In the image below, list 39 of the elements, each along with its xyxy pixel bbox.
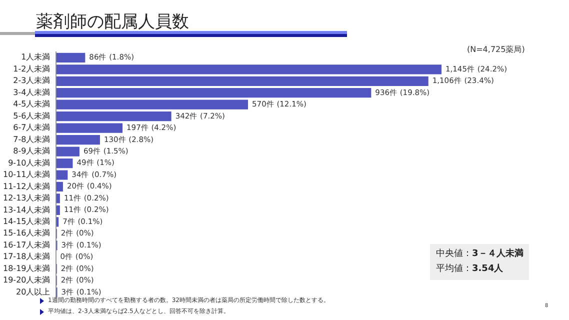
y-tick-label: 19-20人未満 [2, 276, 50, 285]
bar [56, 123, 123, 133]
bar [56, 88, 372, 98]
y-tick-label: 18-19人未満 [2, 264, 50, 273]
y-tick-label: 15-16人未満 [2, 228, 50, 238]
bar [56, 194, 60, 204]
y-tick-label: 10-11人未満 [2, 170, 50, 180]
bar [56, 100, 248, 110]
y-tick-label: 16-17人未満 [2, 240, 50, 250]
bar [56, 170, 68, 180]
y-tick-label: 11-12人未満 [2, 182, 50, 191]
y-tick-label: 1-2人未満 [13, 64, 50, 74]
bar [56, 146, 80, 156]
y-tick-label: 3-4人未満 [13, 88, 50, 97]
y-tick-label: 13-14人未満 [2, 205, 50, 214]
y-tick-label: 6-7人未満 [13, 123, 50, 132]
bar [56, 182, 63, 192]
annotation: 中央値：3－４人未満 [436, 249, 524, 259]
y-tick-label: 14-15人未満 [2, 217, 50, 226]
y-tick-label: 12-13人未満 [2, 194, 50, 203]
y-tick-label: 20人以上 [16, 287, 50, 296]
y-tick-label: 8-9人未満 [13, 146, 50, 156]
bar [56, 158, 73, 168]
bar [56, 52, 86, 62]
chart-title: 薬剤師の配属人員数 [36, 11, 189, 33]
annotation: 平均値：3.54人 [436, 264, 504, 274]
bar [56, 76, 428, 86]
bar [56, 134, 100, 145]
y-tick-label: 2-3人未満 [13, 76, 50, 86]
y-tick-label: 1人未満 [21, 52, 50, 62]
y-tick-label: 9-10人未満 [8, 158, 50, 168]
y-tick-label: 7-8人未満 [13, 134, 50, 144]
text: (N=4,725薬局) [467, 44, 525, 55]
y-tick-label: 5-6人未満 [13, 111, 50, 120]
bar [56, 112, 172, 122]
bar [56, 205, 60, 216]
y-tick-label: 17-18人未満 [2, 252, 50, 262]
bar [56, 64, 442, 74]
y-tick-label: 4-5人未満 [13, 100, 50, 109]
